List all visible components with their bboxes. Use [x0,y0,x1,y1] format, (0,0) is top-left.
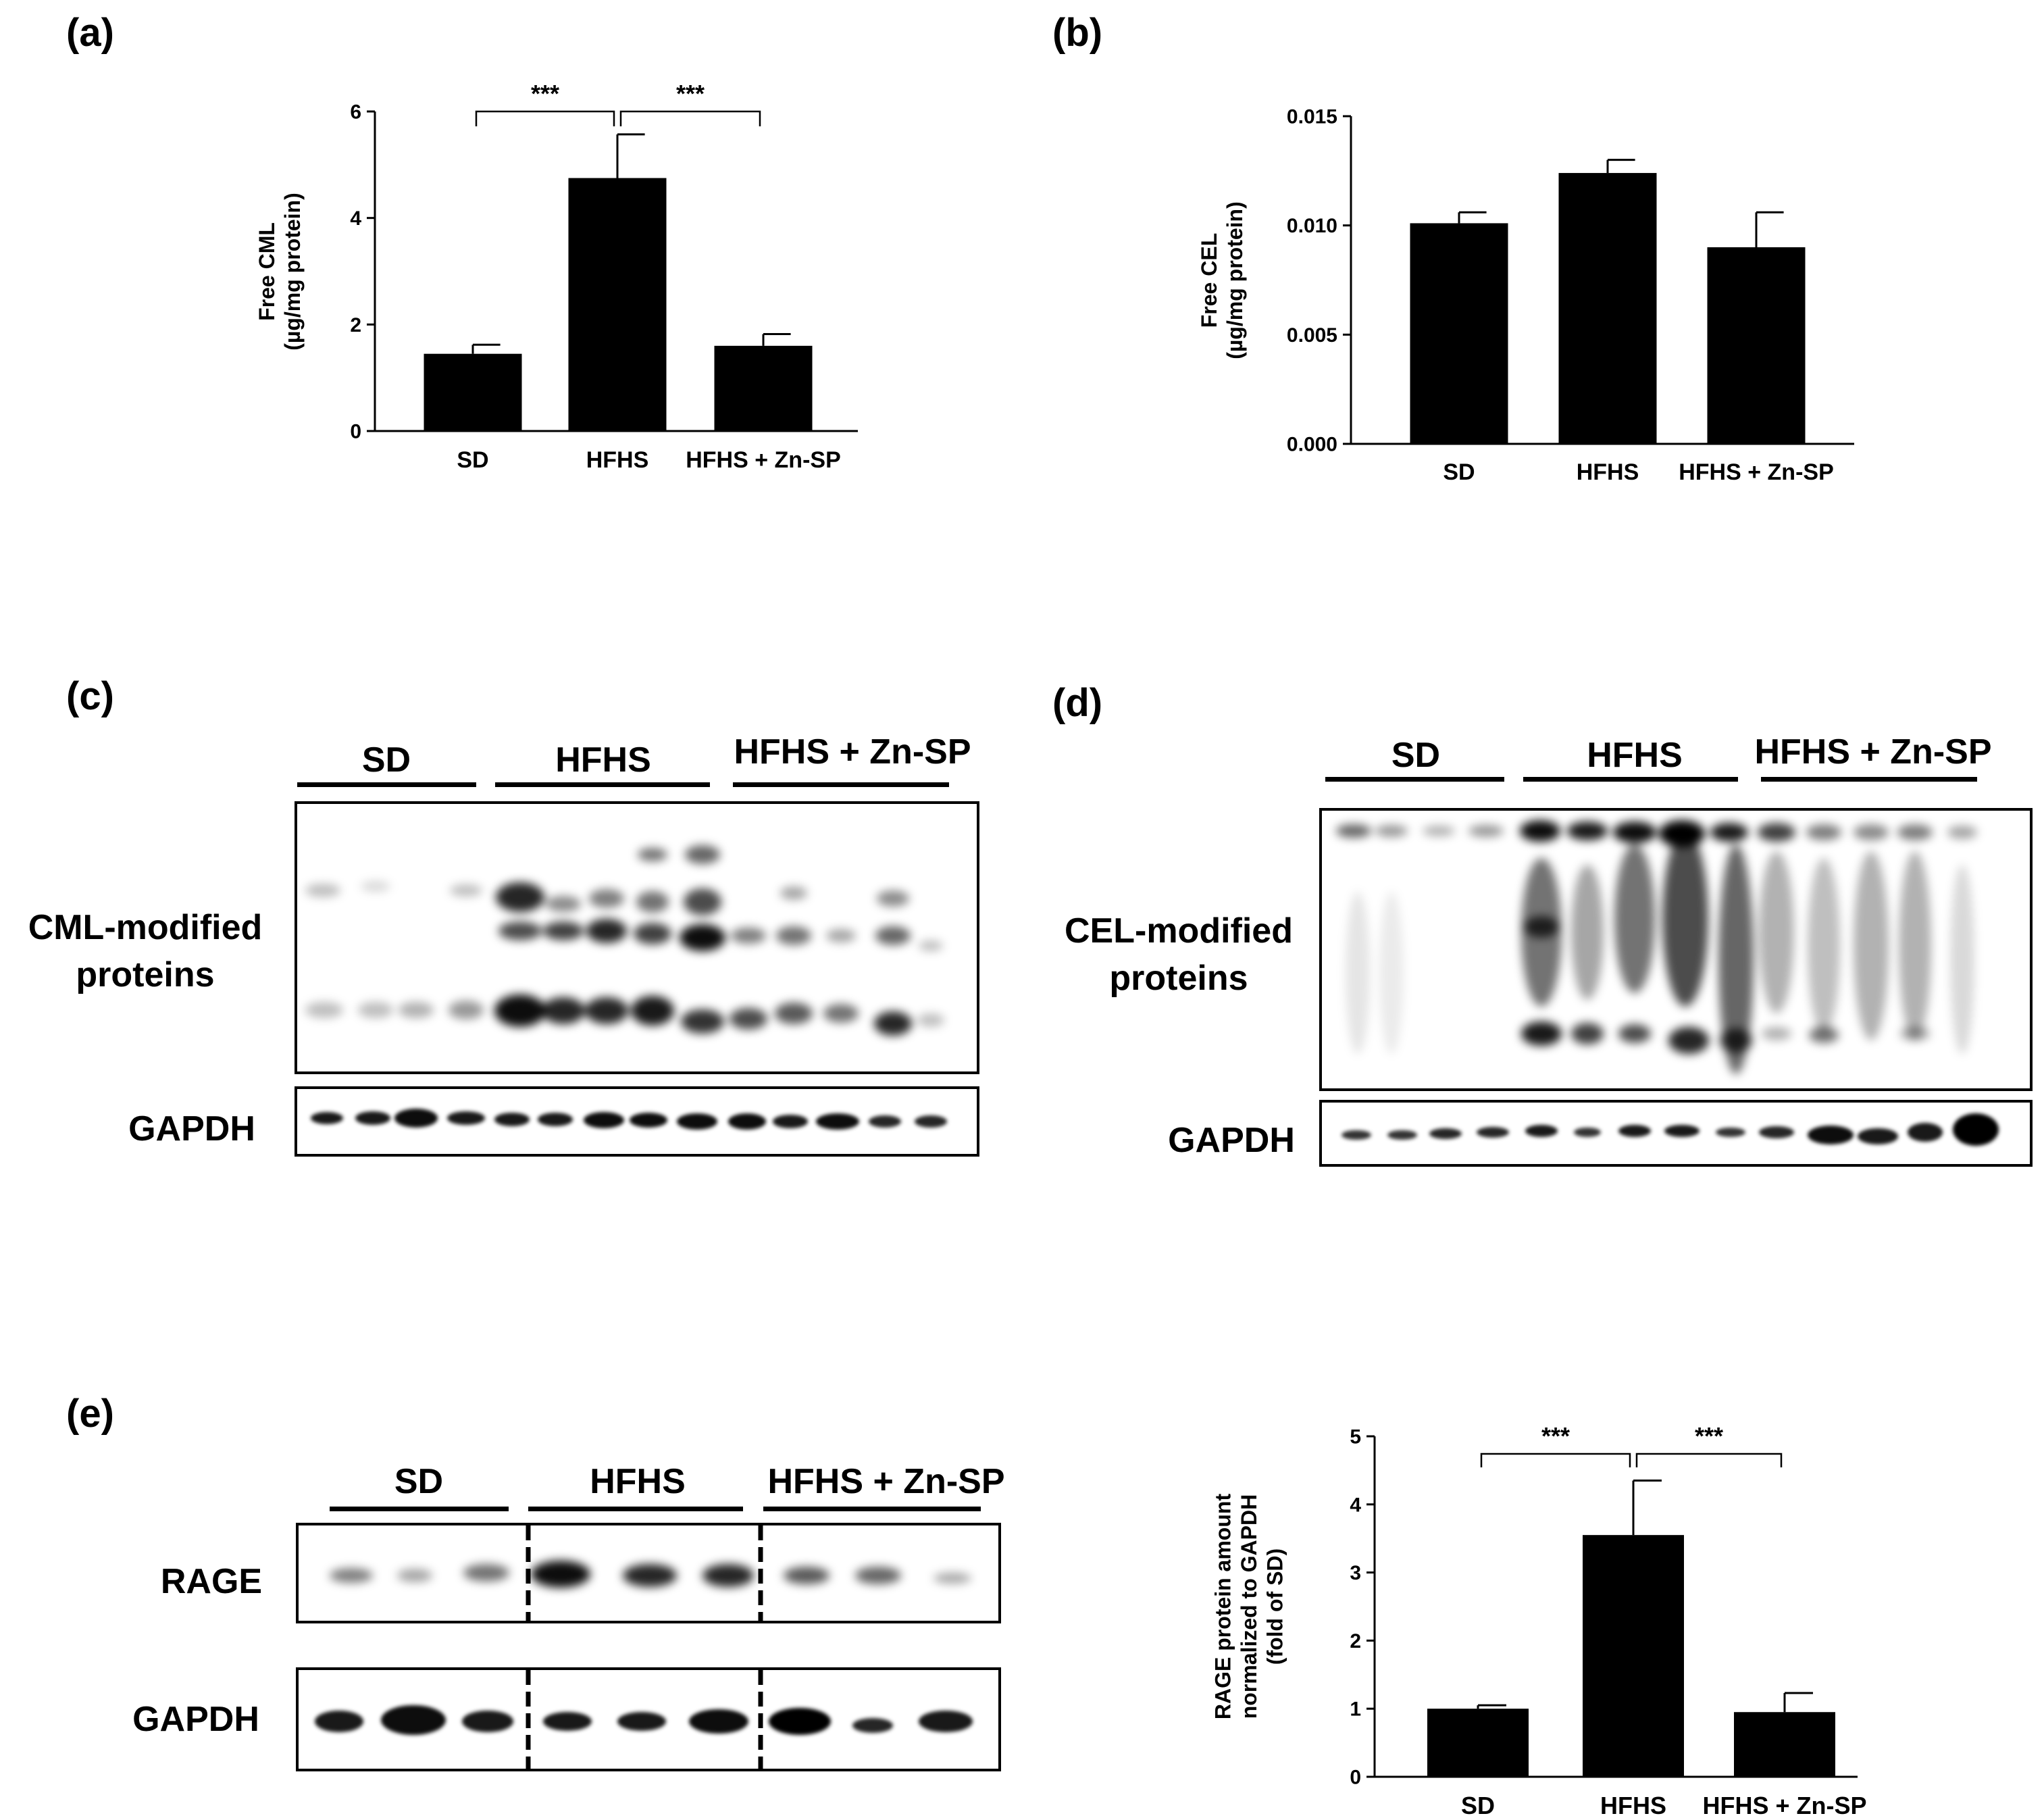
y-axis-label-line: RAGE protein amount [1211,1494,1235,1720]
bar [1410,223,1508,444]
x-tick-label: HFHS + Zn-SP [1702,1792,1866,1818]
panel-label-c: (c) [66,674,114,718]
blot-e-rage-bands [330,1561,971,1588]
blot-e-group-bar-sd [330,1507,509,1511]
x-tick-label: SD [457,447,488,473]
significance-label: *** [1695,1422,1723,1450]
bar [714,345,813,431]
blot-c-group-bar-sd [297,782,476,787]
x-tick-label: HFHS [1600,1792,1666,1818]
blot-c-row1-label: CML-modified proteins [28,908,263,994]
blot-e-group-bar-hfhs-znsp [763,1507,981,1511]
blot-c-group-bar-hfhs [495,782,710,787]
blot-e-gapdh-bands [315,1705,973,1735]
y-tick-label: 0 [350,421,361,443]
blot-c-group-sd: SD [362,740,411,780]
x-tick-label: SD [1443,459,1475,485]
y-tick-label: 5 [1350,1426,1361,1448]
blot-d-group-bar-sd [1325,777,1504,782]
blot-d-group-hfhs: HFHS [1587,736,1683,775]
blot-e-row1-label: RAGE [161,1562,262,1601]
blot-panel-c: SD HFHS HFHS + Zn-SP CML-modified protein… [28,732,979,1157]
blot-d-row2-label: GAPDH [1168,1121,1295,1160]
blot-e-group-hfhs: HFHS [590,1462,686,1501]
y-tick-label: 0.000 [1287,434,1337,456]
blot-d-gapdh-bands [1342,1113,1999,1146]
y-tick-label: 2 [350,314,361,336]
blot-c-group-hfhs: HFHS [555,740,651,780]
y-tick-label: 0.005 [1287,324,1337,347]
bar-chart-free-cml: 0 2 4 6 Free CML(µg/mg protein) SD HFHS HFHS + … [255,80,858,473]
blot-d-group-bar-hfhs [1523,777,1738,782]
x-tick-label: HFHS + Zn-SP [686,447,841,473]
bar-chart-rage-quant: 0 1 2 3 4 5 RAGE protein amountnormalized to G… [1211,1422,1867,1818]
blot-c-cml-bands [305,845,944,1036]
y-tick-label: 6 [350,101,361,124]
blot-d-group-hfhs-znsp: HFHS + Zn-SP [1754,732,1991,772]
blot-c-group-hfhs-znsp: HFHS + Zn-SP [734,732,971,772]
bar [424,353,522,431]
bar [1558,173,1657,444]
significance-bracket [1635,1453,1783,1467]
y-axis-label: Free CML(µg/mg protein) [255,193,305,351]
x-tick-label: HFHS + Zn-SP [1679,459,1834,485]
bar-chart-free-cel: 0.000 0.005 0.010 0.015 Free CEL(µg/mg prote… [1197,106,1854,485]
bar [1707,247,1806,444]
y-tick-label: 3 [1350,1562,1361,1584]
bar [568,178,667,431]
y-axis-label-line: normalized to GAPDH [1237,1494,1261,1719]
y-axis-label-line: (fold of SD) [1262,1548,1287,1665]
blot-e-group-bar-hfhs [528,1507,743,1511]
significance-label: *** [676,80,705,107]
x-tick-label: HFHS [1577,459,1639,485]
significance-bracket [619,110,761,126]
blot-c-gapdh-bands [311,1109,947,1130]
bar [1734,1712,1835,1777]
blot-e-group-sd: SD [394,1462,443,1501]
significance-label: *** [1541,1422,1570,1450]
blot-d-group-bar-hfhs-znsp [1761,777,1977,782]
panel-label-a: (a) [66,11,114,55]
y-axis-label: Free CEL(µg/mg protein) [1197,201,1247,359]
blot-c-group-bar-hfhs-znsp [733,782,949,787]
y-axis-label-line: Free CEL [1197,233,1221,328]
blot-d-cel-bands [1336,820,1977,1074]
bar [1583,1535,1684,1777]
y-tick-label: 2 [1350,1630,1361,1652]
y-tick-label: 4 [350,207,361,230]
x-tick-label: HFHS [586,447,649,473]
y-axis-label-line: (µg/mg protein) [280,193,305,351]
significance-label: *** [531,80,559,107]
y-tick-label: 0 [1350,1767,1361,1789]
blot-c-row2-label: GAPDH [128,1109,255,1148]
y-tick-label: 1 [1350,1698,1361,1721]
significance-bracket [1480,1453,1631,1467]
blot-d-row1-label: CEL-modified proteins [1065,911,1293,998]
bar [1427,1709,1529,1777]
blot-e-group-hfhs-znsp: HFHS + Zn-SP [767,1462,1004,1501]
y-tick-label: 0.015 [1287,106,1337,128]
blot-panel-d: SD HFHS HFHS + Zn-SP CEL-modified protein… [1065,732,2033,1167]
panel-label-d: (d) [1052,681,1102,725]
y-tick-label: 4 [1350,1494,1361,1516]
y-tick-label: 0.010 [1287,215,1337,237]
significance-bracket [475,110,615,126]
blot-d-group-sd: SD [1391,736,1440,775]
y-axis-label: RAGE protein amountnormalized to GAPDH(f… [1211,1494,1287,1720]
x-tick-label: SD [1461,1792,1495,1818]
y-axis-label-line: (µg/mg protein) [1223,201,1247,359]
panel-label-e: (e) [66,1392,114,1436]
y-axis-label-line: Free CML [255,222,279,321]
panel-label-b: (b) [1052,11,1102,55]
blot-panel-e: SD HFHS HFHS + Zn-SP RAGE GAPDH [132,1462,1005,1771]
blot-e-row2-label: GAPDH [132,1700,259,1739]
